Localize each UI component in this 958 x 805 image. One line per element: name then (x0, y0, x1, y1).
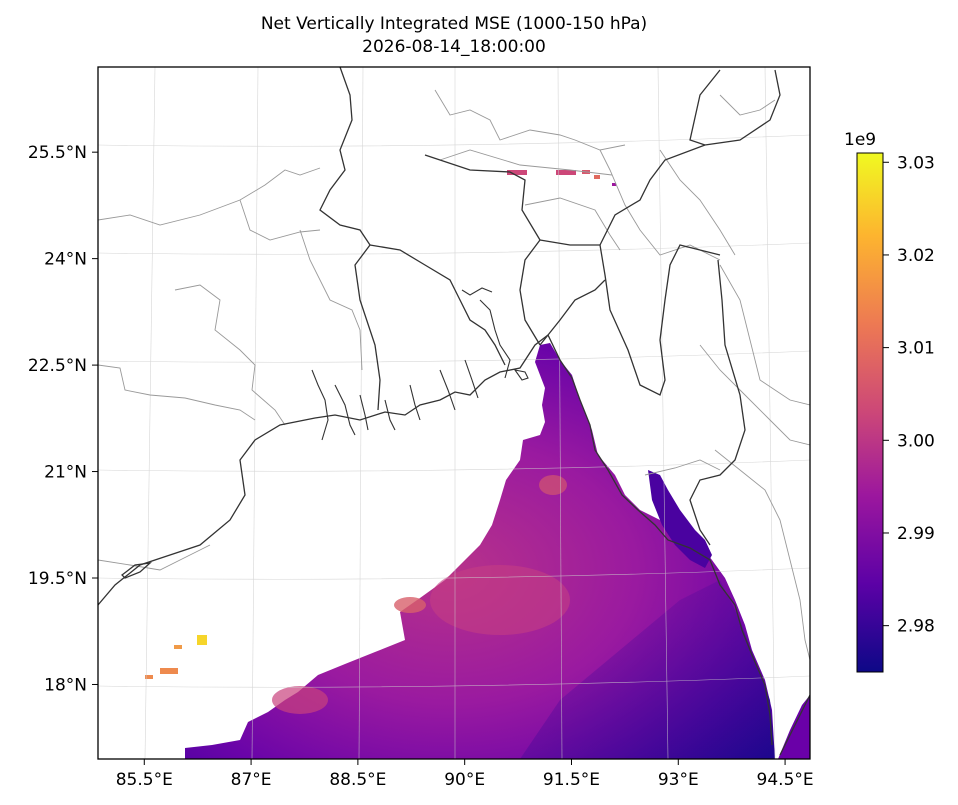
mse-patch-north-4 (594, 175, 600, 179)
plot-frame (97, 66, 811, 760)
colorbar-tick-label: 3.02 (897, 246, 935, 266)
mse-field-ocean-se (520, 580, 775, 759)
y-axis: 18°N 19.5°N 21°N 22.5°N 24°N 25.5°N (28, 143, 98, 695)
x-tick-label: 87°E (231, 770, 272, 790)
y-tick-label: 25.5°N (28, 143, 87, 163)
mse-warm-patch-head (539, 475, 567, 495)
mse-warm-patch-central (430, 565, 570, 635)
colorbar-scale-label: 1e9 (844, 130, 876, 150)
y-tick-label: 18°N (44, 675, 87, 695)
mse-warm-patch-west (394, 597, 426, 613)
x-tick-label: 88.5°E (329, 770, 386, 790)
x-tick-label: 85.5°E (116, 770, 173, 790)
colorbar-tick-label: 2.99 (897, 524, 935, 544)
x-axis: 85.5°E 87°E 88.5°E 90°E 91.5°E 93°E 94.5°E (116, 759, 814, 790)
mse-patch-orange-2 (160, 668, 178, 674)
delta-islands (311, 287, 529, 441)
x-tick-label: 91.5°E (543, 770, 600, 790)
colorbar-tick-label: 2.98 (897, 617, 935, 637)
y-tick-label: 19.5°N (28, 569, 87, 589)
colorbar-tick-label: 3.01 (897, 339, 935, 359)
colorbar-tick-label: 3.00 (897, 431, 935, 451)
mse-patch-orange-1 (174, 645, 182, 649)
y-tick-label: 21°N (44, 463, 87, 483)
mse-patch-north-2 (556, 170, 576, 175)
map-plot-area (98, 67, 810, 759)
y-tick-label: 22.5°N (28, 356, 87, 376)
chart-subtitle: 2026-08-14_18:00:00 (362, 37, 546, 57)
mse-patch-orange-3 (145, 675, 153, 679)
colorbar-gradient (856, 152, 884, 673)
x-tick-label: 94.5°E (757, 770, 814, 790)
mse-patch-north-1 (507, 170, 527, 175)
x-tick-label: 90°E (444, 770, 485, 790)
chart-title: Net Vertically Integrated MSE (1000-150 … (260, 14, 648, 34)
colorbar-tick-label: 3.03 (897, 153, 935, 173)
coastline-and-borders (98, 67, 810, 756)
mse-warm-patch-coastal (272, 686, 328, 714)
colorbar-axis: 2.98 2.99 3.00 3.01 3.02 3.03 (883, 153, 935, 637)
mse-patch-north-5 (612, 183, 616, 186)
mse-patch-yellow (197, 635, 207, 645)
y-tick-label: 24°N (44, 250, 87, 270)
state-boundaries (98, 89, 810, 661)
gridlines (98, 67, 810, 759)
x-tick-label: 93°E (658, 770, 699, 790)
